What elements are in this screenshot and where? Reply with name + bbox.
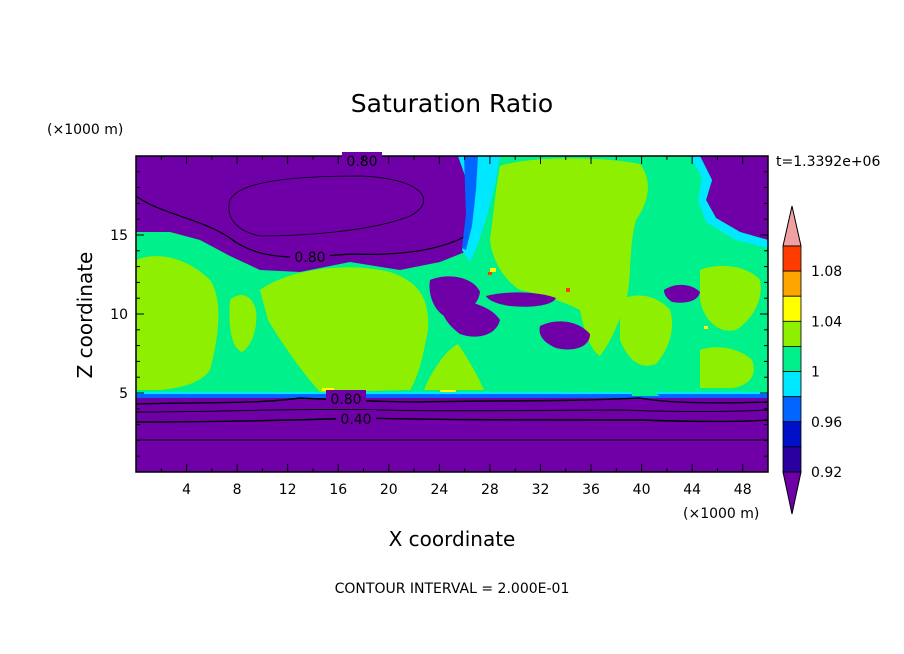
- x-tick-label: 40: [633, 482, 651, 498]
- x-tick-label: 36: [582, 482, 600, 498]
- x-tick-label: 32: [532, 482, 550, 498]
- y-tick-label: 15: [110, 228, 128, 244]
- x-tick-label: 4: [182, 482, 191, 498]
- y-tick-label: 10: [110, 307, 128, 323]
- contour-labels: 0.80 0.80 0.80 0.40: [290, 152, 382, 428]
- contour-label: 0.80: [294, 250, 325, 266]
- colorbar-swatch: [782, 245, 802, 272]
- x-tick-label: 28: [481, 482, 499, 498]
- time-label: t=1.3392e+06: [776, 154, 880, 170]
- colorbar-tick-label: 1.08: [811, 264, 842, 280]
- colorbar-swatch: [782, 446, 802, 473]
- y-axis-ticks: 5 10 15: [110, 155, 768, 473]
- lower-dry-layer: [136, 394, 768, 472]
- contour-label: 0.80: [346, 154, 377, 170]
- contour-080: [136, 397, 768, 405]
- x-tick-label: 48: [734, 482, 752, 498]
- colorbar-tick-label: 0.96: [811, 415, 842, 431]
- contour-040: [136, 417, 768, 423]
- colorbar-swatch: [782, 396, 802, 423]
- colorbar-swatch: [782, 320, 802, 347]
- colorbar-swatch: [782, 421, 802, 448]
- x-tick-label: 12: [279, 482, 297, 498]
- upper-right-dry: [700, 156, 768, 240]
- x-tick-label: 44: [683, 482, 701, 498]
- colorbar-swatch: [782, 270, 802, 297]
- x-axis-ticks: 4 8 12 16 20 24 28 32 36 40 44 48: [135, 156, 769, 498]
- contour-interval-footer: CONTOUR INTERVAL = 2.000E-01: [335, 581, 570, 597]
- colorbar-tick-label: 0.92: [811, 465, 842, 481]
- chart-title: Saturation Ratio: [351, 89, 553, 118]
- colorbar-tick-label: 1.04: [811, 314, 842, 330]
- supersaturated-upper: [490, 158, 648, 356]
- colorbar-bottom-arrow: [782, 471, 802, 515]
- y-axis-title: Z coordinate: [73, 252, 97, 379]
- upper-dry-inner: [228, 175, 425, 237]
- x-tick-label: 24: [430, 482, 448, 498]
- contour-label: 0.80: [330, 392, 361, 408]
- colorbar-swatch: [782, 295, 802, 322]
- field-area: [136, 156, 768, 472]
- x-tick-label: 8: [233, 482, 242, 498]
- y-tick-label: 5: [119, 386, 128, 402]
- x-unit-label: (×1000 m): [683, 506, 759, 522]
- colorbar-swatch: [782, 346, 802, 372]
- x-tick-label: 20: [380, 482, 398, 498]
- colorbar-top-arrow: [782, 205, 802, 247]
- contour-label: 0.40: [340, 412, 371, 428]
- y-unit-label: (×1000 m): [47, 122, 123, 138]
- supersaturated-mid: [260, 267, 429, 392]
- contour-060: [136, 408, 768, 413]
- colorbar: 0.92 0.96 1 1.04 1.08: [782, 205, 842, 515]
- colorbar-tick-label: 1: [811, 365, 820, 381]
- colorbar-swatch: [782, 371, 802, 398]
- upper-dry-region: [136, 156, 478, 272]
- x-tick-label: 16: [329, 482, 347, 498]
- x-axis-title: X coordinate: [389, 527, 516, 551]
- upper-dry-contour: [136, 195, 467, 258]
